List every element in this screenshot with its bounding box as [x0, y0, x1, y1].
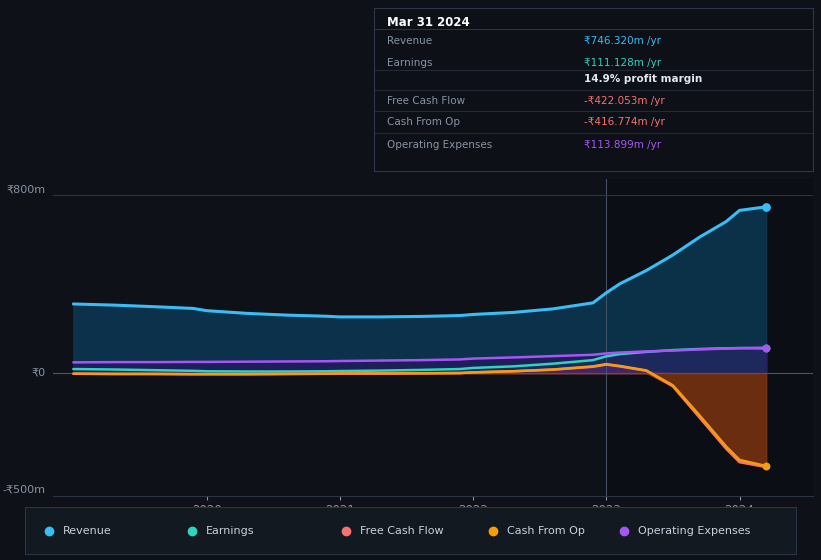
- Text: Revenue: Revenue: [387, 36, 432, 46]
- Text: ₹111.128m /yr: ₹111.128m /yr: [585, 58, 662, 68]
- Text: Free Cash Flow: Free Cash Flow: [387, 96, 465, 106]
- Text: -₹500m: -₹500m: [2, 484, 46, 494]
- Text: ₹113.899m /yr: ₹113.899m /yr: [585, 140, 662, 150]
- Point: [759, 202, 773, 211]
- Text: 14.9% profit margin: 14.9% profit margin: [585, 74, 703, 84]
- Text: -₹422.053m /yr: -₹422.053m /yr: [585, 96, 665, 106]
- Text: Earnings: Earnings: [206, 526, 255, 535]
- Text: -₹416.774m /yr: -₹416.774m /yr: [585, 117, 665, 127]
- Text: Cash From Op: Cash From Op: [387, 117, 460, 127]
- Text: Cash From Op: Cash From Op: [507, 526, 585, 535]
- Text: Operating Expenses: Operating Expenses: [387, 140, 492, 150]
- Text: Revenue: Revenue: [63, 526, 112, 535]
- Point: [759, 343, 773, 352]
- Text: ₹0: ₹0: [32, 368, 46, 378]
- Text: ₹746.320m /yr: ₹746.320m /yr: [585, 36, 662, 46]
- Text: ₹800m: ₹800m: [7, 185, 46, 195]
- Text: Mar 31 2024: Mar 31 2024: [387, 16, 470, 29]
- Text: Earnings: Earnings: [387, 58, 432, 68]
- Bar: [606, 179, 819, 496]
- Point: [759, 344, 773, 353]
- Text: Free Cash Flow: Free Cash Flow: [360, 526, 444, 535]
- Text: Operating Expenses: Operating Expenses: [638, 526, 750, 535]
- Point: [759, 461, 773, 470]
